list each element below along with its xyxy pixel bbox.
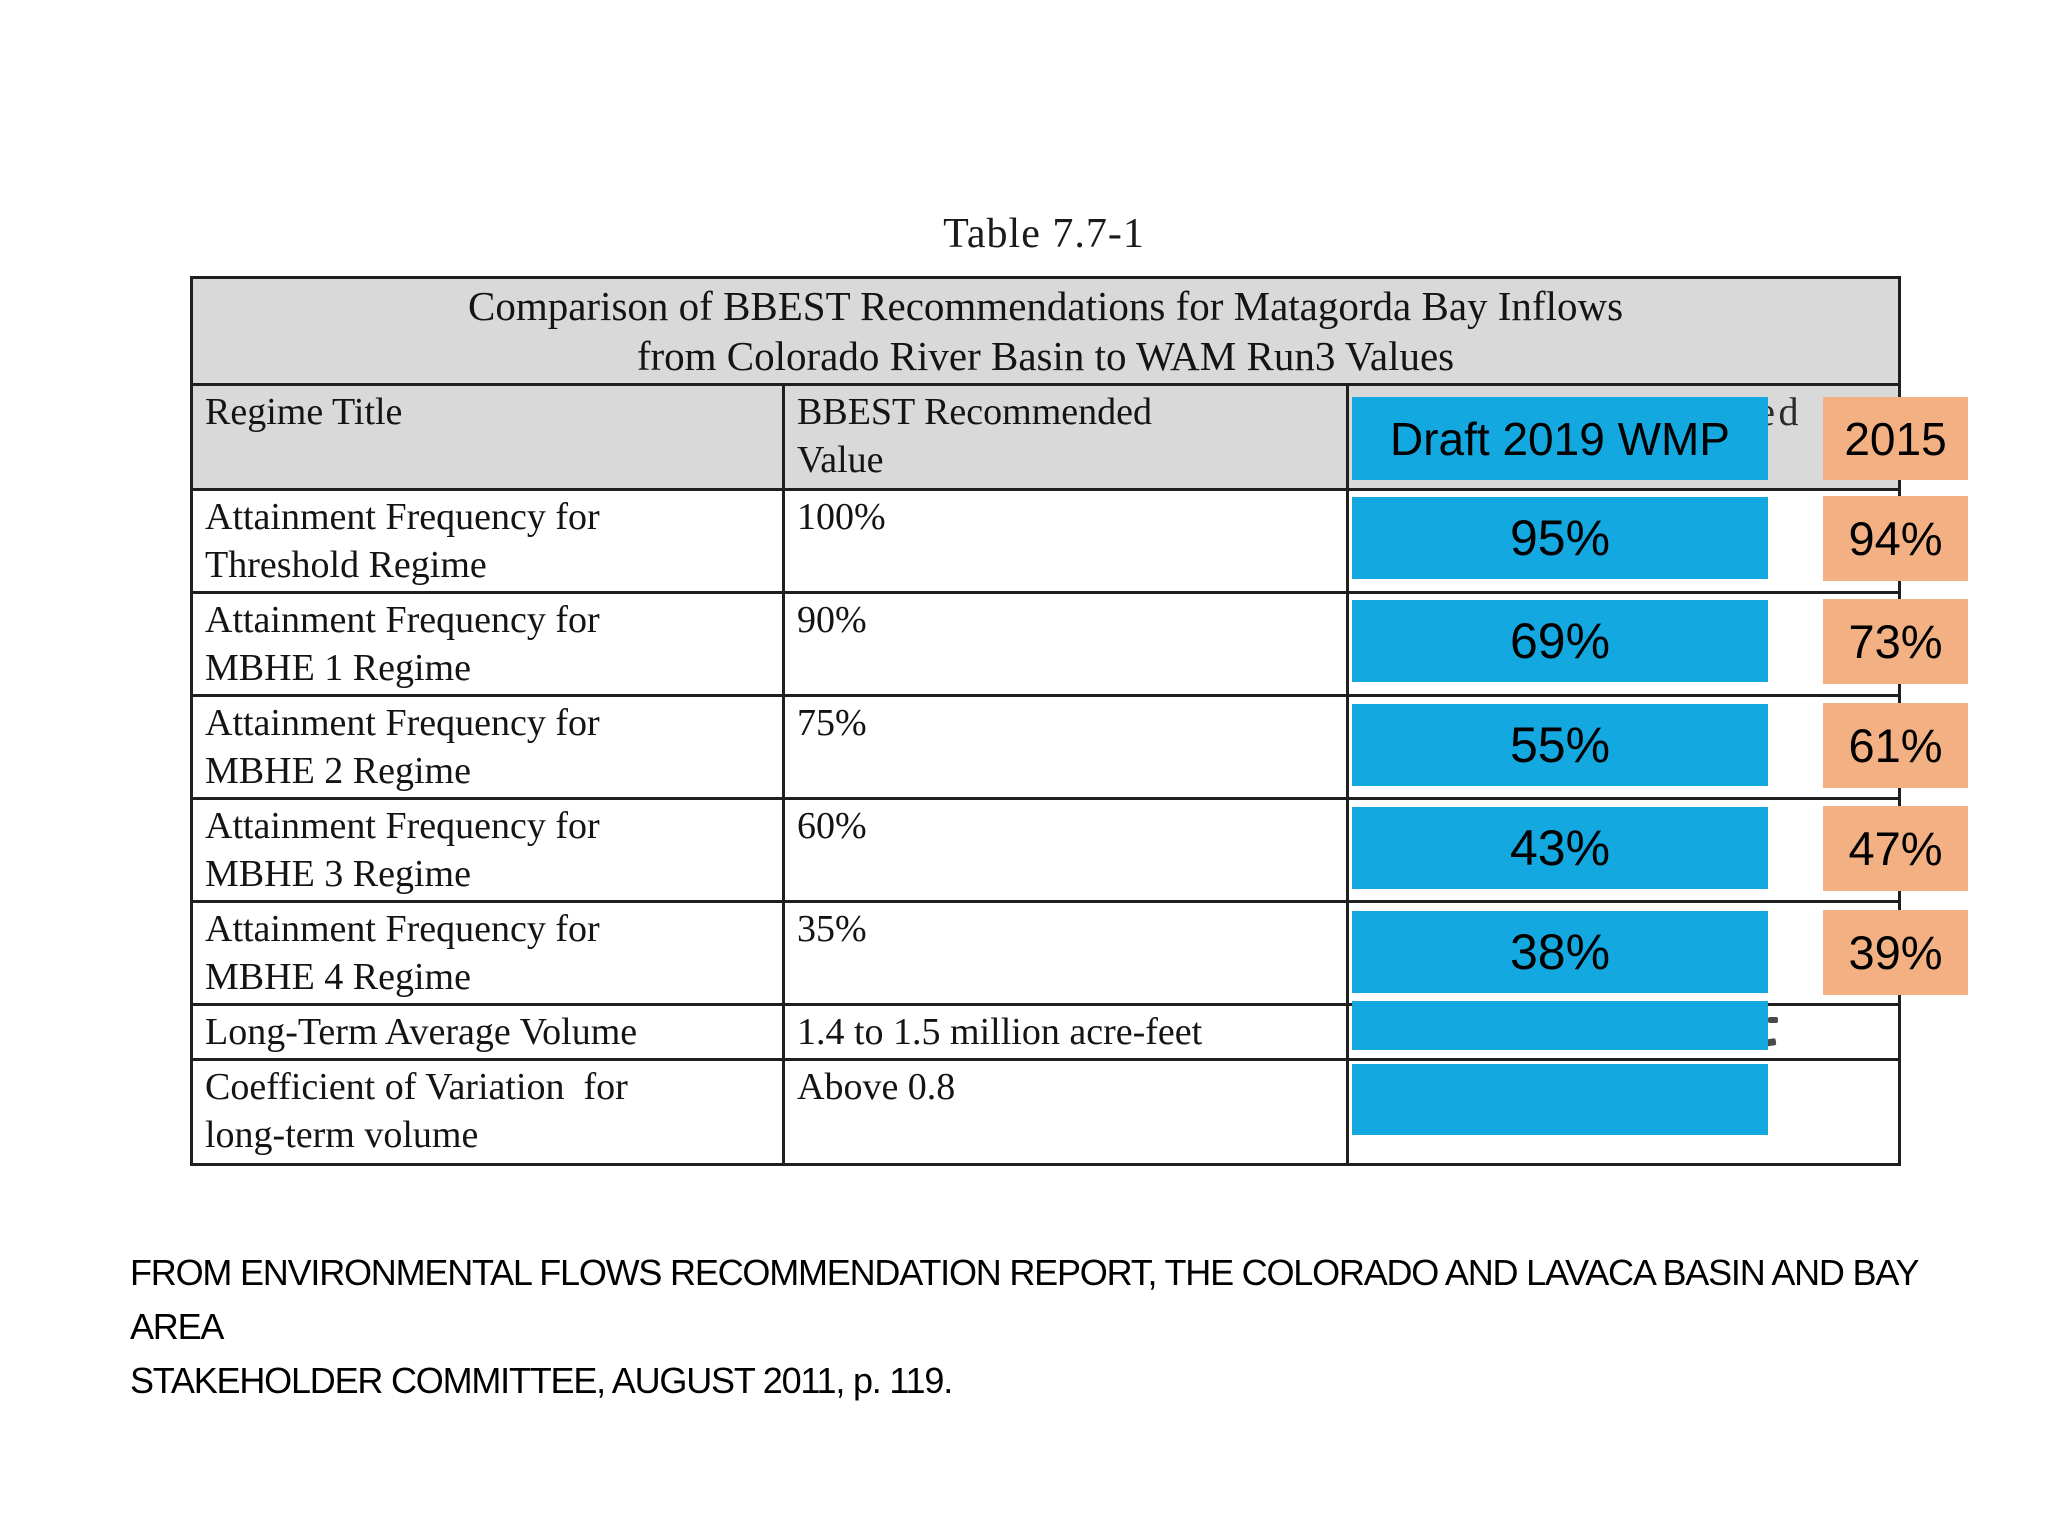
table-caption-line2: from Colorado River Basin to WAM Run3 Va… [636,333,1455,379]
bbest-value: 60% [782,797,1349,903]
draft-value-threshold: 95% [1352,497,1768,579]
bbest-value: Above 0.8 [782,1058,1349,1166]
regime-label: Coefficient of Variation for long-term v… [190,1058,785,1166]
regime-label: Long-Term Average Volume [190,1003,785,1061]
regime-label: Attainment Frequency for Threshold Regim… [190,488,785,594]
source-citation: FROM ENVIRONMENTAL FLOWS RECOMMENDATION … [130,1246,1990,1408]
draft-2019-wmp-header-box: Draft 2019 WMP [1352,397,1768,480]
bbest-value: 100% [782,488,1349,594]
bbest-value: 1.4 to 1.5 million acre-feet [782,1003,1349,1061]
citation-line2: STAKEHOLDER COMMITTEE, AUGUST 2011, p. 1… [130,1360,953,1401]
citation-line1: FROM ENVIRONMENTAL FLOWS RECOMMENDATION … [130,1252,1919,1347]
bbest-value: 35% [782,900,1349,1006]
table-row: Coefficient of Variation for long-term v… [190,1058,1902,1166]
draft-value-mbhe4: 38% [1352,911,1768,993]
page-title: Table 7.7-1 [943,211,1145,257]
draft-value-mbhe3: 43% [1352,807,1768,889]
column-header-bbest: BBEST Recommended Value [782,383,1349,491]
draft-value-mbhe2: 55% [1352,704,1768,786]
draft-box-coefficient-variation [1352,1064,1768,1135]
wmp-2015-header-box: 2015 [1823,397,1968,480]
draft-box-long-term-volume [1352,1001,1768,1050]
covered-text-fragment [1768,1017,1778,1023]
bbest-value: 75% [782,694,1349,800]
column-header-regime-title: Regime Title [190,383,785,491]
regime-label: Attainment Frequency for MBHE 1 Regime [190,591,785,697]
wmp2015-value-threshold: 94% [1823,496,1968,581]
regime-label: Attainment Frequency for MBHE 4 Regime [190,900,785,1006]
regime-label: Attainment Frequency for MBHE 2 Regime [190,694,785,800]
regime-label: Attainment Frequency for MBHE 3 Regime [190,797,785,903]
table-row: Attainment Frequency for MBHE 1 Regime 9… [190,591,1902,697]
table-caption-line1: Comparison of BBEST Recommendations for … [467,283,1624,329]
wmp2015-value-mbhe3: 47% [1823,806,1968,891]
table-caption-cell: Comparison of BBEST Recommendations for … [189,276,1902,386]
wmp2015-value-mbhe1: 73% [1823,599,1968,684]
wmp2015-value-mbhe2: 61% [1823,703,1968,788]
draft-value-mbhe1: 69% [1352,600,1768,682]
bbest-value: 90% [782,591,1349,697]
wmp2015-value-mbhe4: 39% [1823,910,1968,995]
